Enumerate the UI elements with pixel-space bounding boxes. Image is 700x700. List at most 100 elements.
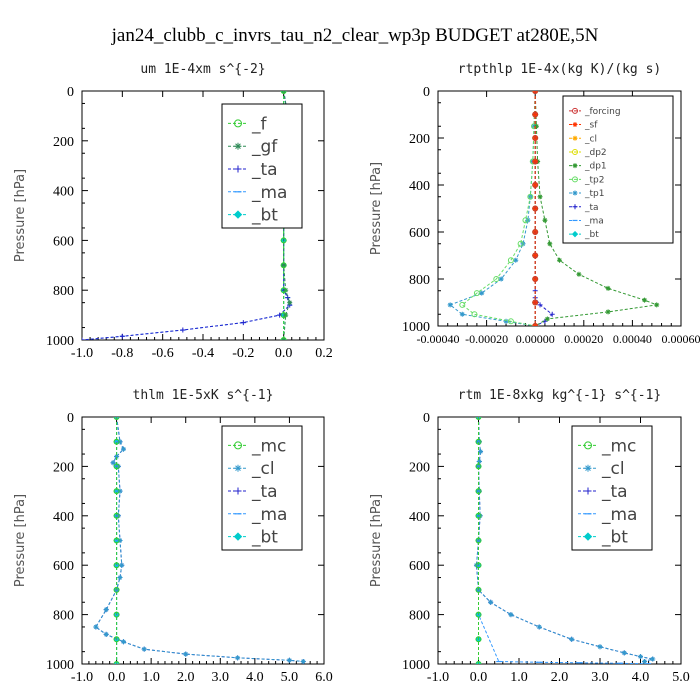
legend-label: _cl [584, 134, 597, 144]
y-tick-label: 200 [53, 135, 74, 150]
legend-marker [584, 464, 592, 472]
data-point [557, 257, 562, 263]
data-point [537, 302, 543, 308]
data-point [93, 624, 99, 630]
legend-marker [572, 176, 578, 183]
legend-label: _f [251, 114, 268, 134]
legend-item: _dp2 [569, 148, 607, 158]
data-point [532, 299, 539, 306]
x-tick-label: -0.4 [192, 346, 214, 361]
data-point [642, 297, 648, 303]
data-point [113, 586, 120, 593]
legend-label: _ma [601, 505, 637, 525]
data-point [549, 311, 555, 317]
data-point [478, 449, 484, 455]
x-tick-label: 0.2 [315, 346, 333, 361]
legend-item: _cl [228, 459, 275, 479]
legend-item: _dp1 [569, 162, 607, 172]
data-point [286, 657, 292, 663]
y-tick-label: 800 [409, 273, 430, 288]
y-tick-label: 0 [67, 411, 74, 426]
legend-item: _ma [569, 216, 604, 226]
x-tick-label: -1.0 [427, 670, 449, 685]
x-tick-label: -1.0 [71, 346, 93, 361]
data-point [475, 636, 482, 643]
plot-area [447, 91, 660, 326]
legend-marker [234, 165, 242, 173]
legend-item: _mc [228, 436, 286, 456]
legend-item: _ta [578, 482, 628, 502]
data-point [498, 276, 504, 282]
y-tick-label: 400 [53, 510, 74, 525]
legend-item: _mc [578, 436, 636, 456]
x-tick-label: 3.0 [591, 670, 609, 685]
series-line [534, 91, 553, 326]
legend-item: _tp2 [569, 175, 604, 185]
x-tick-label: -0.00040 [417, 332, 460, 346]
series-line [95, 417, 304, 662]
legend-item: _f [228, 114, 268, 134]
data-point [527, 193, 534, 200]
series-line [461, 91, 536, 326]
legend-item: _ta [228, 482, 278, 502]
legend-label: _bt [601, 528, 628, 548]
data-point [459, 301, 466, 308]
y-tick-label: 200 [53, 460, 74, 475]
legend-marker [234, 441, 242, 450]
legend-item: _sf [569, 121, 598, 131]
x-tick-label: -0.2 [232, 346, 254, 361]
data-point [537, 194, 543, 200]
data-point [621, 650, 627, 656]
legend-label: _ma [584, 216, 604, 226]
data-point [532, 182, 539, 188]
data-point [642, 659, 648, 664]
data-point [532, 182, 538, 188]
legend-marker [234, 119, 242, 128]
legend-item: _bt [578, 528, 628, 548]
y-tick-label: 600 [53, 234, 74, 249]
legend-marker [572, 190, 578, 196]
x-tick-label: 0.0 [108, 670, 126, 685]
legend-marker [572, 163, 578, 169]
data-point [115, 513, 121, 519]
legend-label: _ta [601, 482, 628, 502]
data-point [103, 607, 109, 613]
series-mc [113, 417, 120, 664]
data-point [113, 661, 120, 664]
data-point [287, 300, 293, 306]
legend-item: _cl [578, 459, 625, 479]
legend-label: _dp2 [584, 148, 607, 158]
data-point [532, 111, 539, 118]
x-tick-label: 4.0 [632, 670, 650, 685]
data-point [476, 458, 482, 464]
legend-item: _ma [228, 183, 287, 203]
data-point [476, 538, 481, 543]
y-tick-label: 1000 [46, 334, 74, 349]
data-point [476, 439, 482, 445]
data-point [82, 337, 85, 340]
legend-item: _bt [228, 528, 278, 548]
chart-panels: um 1E-4xm s^{-2} Pressure [hPa] -1.0 -0.8 -0… [13, 62, 700, 685]
legend-marker [572, 204, 578, 210]
x-tick-label: -0.00020 [465, 332, 508, 346]
legend-marker [233, 532, 243, 541]
data-point [281, 262, 287, 268]
series-dp1 [532, 91, 660, 326]
plot-frame [437, 90, 682, 327]
legend-marker [572, 107, 578, 114]
data-point [475, 586, 482, 593]
legend: _mc _cl _ta _ma _bt [221, 425, 303, 551]
legend-label: _gf [251, 137, 278, 157]
data-point [638, 654, 643, 660]
series-line [534, 91, 659, 326]
data-point [280, 237, 287, 244]
data-point [493, 276, 500, 282]
data-point [459, 311, 465, 317]
data-point [117, 488, 123, 494]
x-tick-label: 0.00060 [662, 332, 700, 346]
legend-box [571, 425, 653, 551]
y-tick-label: 200 [409, 460, 430, 475]
data-point [475, 463, 482, 470]
data-point [650, 656, 656, 662]
